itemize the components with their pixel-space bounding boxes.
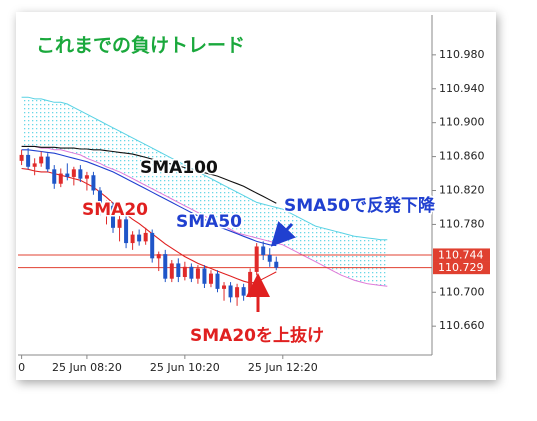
candle-body <box>26 154 31 167</box>
candle-body <box>71 169 76 177</box>
candle-body <box>117 219 122 228</box>
series-label: SMA20 <box>82 200 148 220</box>
candle-body <box>143 232 148 242</box>
sma-line <box>21 145 277 204</box>
candle-body <box>176 263 181 277</box>
sma-line <box>21 149 277 247</box>
candle-body <box>163 254 168 279</box>
candle-body <box>111 205 116 228</box>
panel <box>16 12 496 380</box>
price-label: 110.729 <box>438 261 484 274</box>
x-tick-label: 25 Jun 12:20 <box>248 361 318 374</box>
series-label: SMA100 <box>140 158 218 178</box>
candle-body <box>124 219 129 244</box>
arrow <box>270 221 296 247</box>
y-tick-label: 110.940 <box>439 82 485 95</box>
candle-body <box>208 273 213 284</box>
annotation: SMA50で反発下降 <box>284 195 436 216</box>
candle-body <box>45 156 50 170</box>
y-tick-label: 110.820 <box>439 184 485 197</box>
cloud-span-a <box>21 96 388 241</box>
candle-body <box>39 156 44 164</box>
y-tick-label: 110.780 <box>439 217 485 230</box>
y-tick-label: 110.660 <box>439 319 485 332</box>
x-tick-label: 25 Jun 08:20 <box>52 361 122 374</box>
annotation: SMA20を上抜け <box>190 325 324 346</box>
candle-body <box>156 254 161 259</box>
candle-body <box>137 234 142 242</box>
candle-body <box>228 285 233 298</box>
sma-line <box>21 167 277 284</box>
candle-body <box>202 268 207 284</box>
series-label: SMA50 <box>176 212 242 232</box>
candle-body <box>58 173 63 184</box>
x-tick-label: 0 <box>18 361 25 374</box>
candle-body <box>84 175 89 179</box>
x-tick-label: 25 Jun 10:20 <box>150 361 220 374</box>
y-tick-label: 110.900 <box>439 116 485 129</box>
candle-body <box>267 254 272 262</box>
candle-body <box>150 232 155 259</box>
candle-body <box>52 169 57 184</box>
candle-body <box>215 273 220 289</box>
price-box <box>433 248 490 262</box>
candle-body <box>104 205 109 211</box>
candle-body <box>32 163 37 167</box>
candle-body <box>222 285 227 289</box>
candle-body <box>130 234 135 244</box>
candle-body <box>169 263 174 279</box>
candle-body <box>189 266 194 279</box>
chart-title: これまでの負けトレード <box>36 34 245 57</box>
candle-body <box>78 169 83 179</box>
candle-body <box>182 266 187 277</box>
y-tick-label: 110.700 <box>439 285 485 298</box>
candle-body <box>248 271 253 296</box>
candle-body <box>97 190 102 211</box>
candle-body <box>91 175 96 191</box>
candle-body <box>241 287 246 296</box>
price-label: 110.744 <box>438 248 484 261</box>
candle-body <box>195 268 200 279</box>
candle-body <box>274 261 279 268</box>
candle-body <box>261 246 266 255</box>
candle-body <box>254 246 259 272</box>
price-box <box>433 261 490 275</box>
y-tick-label: 110.980 <box>439 48 485 61</box>
y-tick-label: 110.860 <box>439 150 485 163</box>
candle-body <box>19 154 24 161</box>
candle-body <box>235 287 240 298</box>
candle-body <box>65 173 70 177</box>
